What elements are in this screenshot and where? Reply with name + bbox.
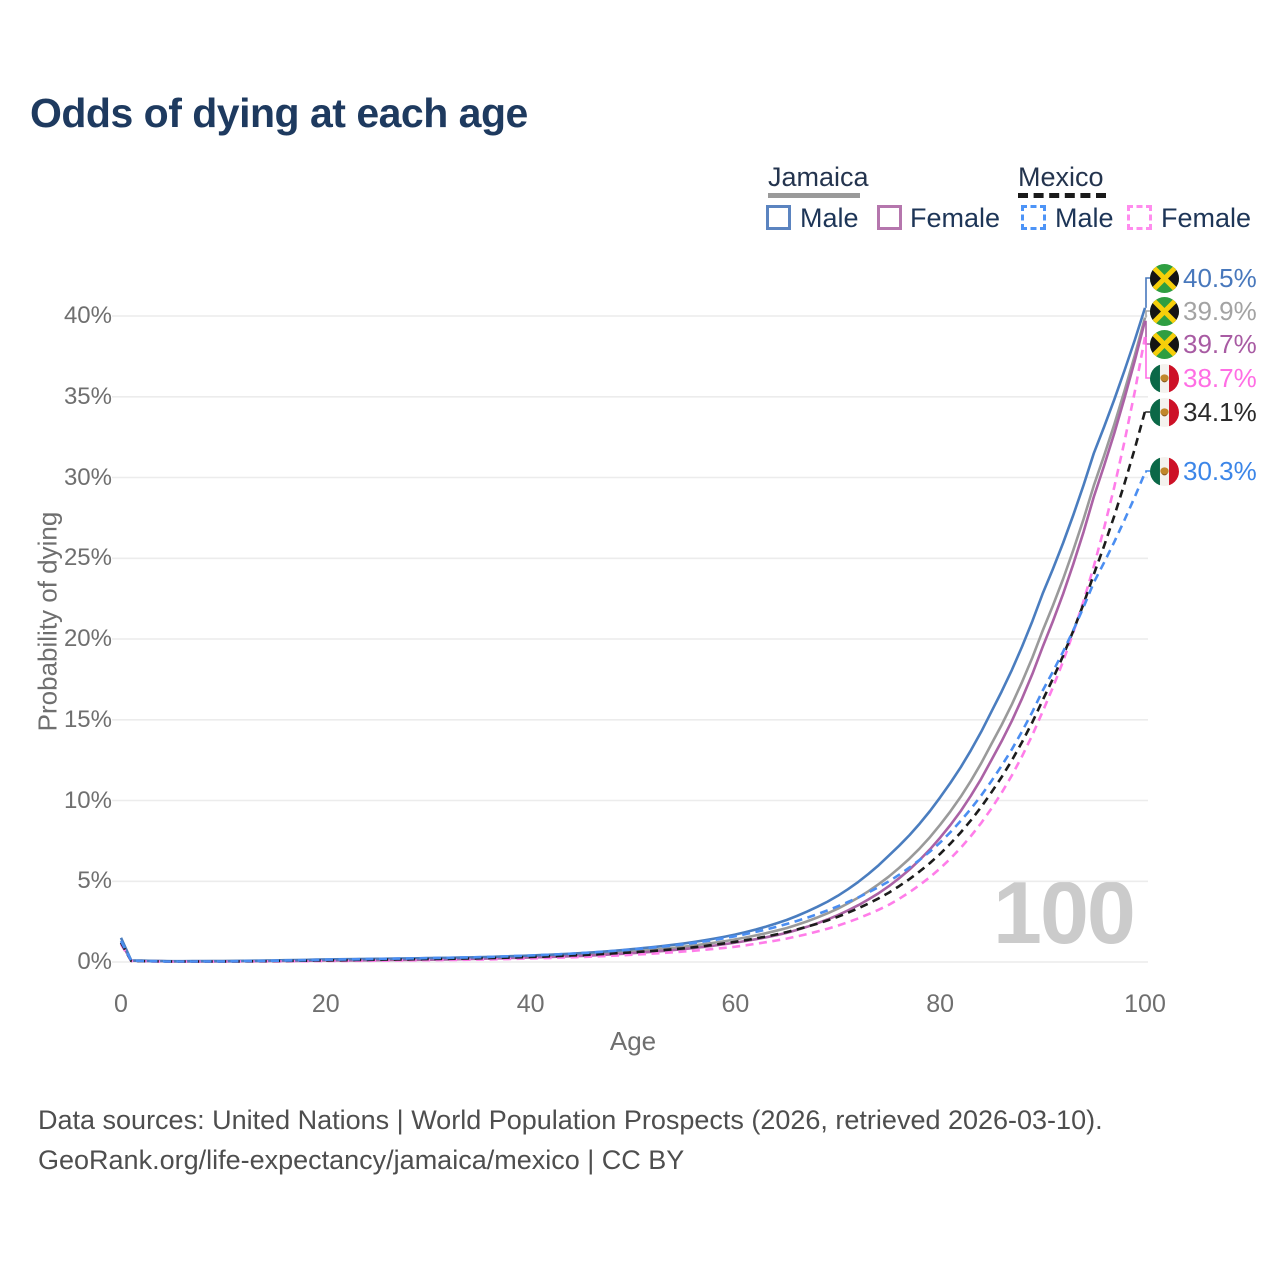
country-flag-icon bbox=[1150, 297, 1179, 326]
jamaica-female-swatch-icon bbox=[877, 205, 902, 230]
country-flag-icon bbox=[1150, 457, 1179, 486]
series-line-mexico-both bbox=[119, 410, 1147, 963]
mexico-female-label: Female bbox=[1161, 203, 1252, 233]
y-tick-label: 30% bbox=[63, 463, 112, 491]
y-tick-label: 35% bbox=[63, 382, 112, 410]
end-label-mexico-male: 30.3% bbox=[1150, 455, 1257, 487]
attribution-text: GeoRank.org/life-expectancy/jamaica/mexi… bbox=[38, 1145, 685, 1175]
jamaica-solid-line-swatch bbox=[768, 193, 860, 198]
end-label-jamaica-male: 40.5% bbox=[1150, 262, 1257, 294]
mexico-female-swatch-icon bbox=[1127, 205, 1152, 230]
x-axis-title: Age bbox=[609, 1026, 657, 1056]
y-tick-label: 40% bbox=[63, 302, 112, 329]
legend-country-jamaica: Jamaica bbox=[768, 162, 869, 192]
end-label-value: 40.5% bbox=[1183, 262, 1257, 293]
y-tick-label: 20% bbox=[63, 625, 112, 652]
legend-country-mexico: Mexico bbox=[1018, 162, 1104, 192]
x-tick-label: 100 bbox=[1124, 990, 1166, 1018]
country-flag-icon bbox=[1150, 398, 1179, 427]
data-source-text: Data sources: United Nations | World Pop… bbox=[38, 1105, 1103, 1135]
end-label-value: 34.1% bbox=[1183, 396, 1257, 427]
end-label-jamaica-both: 39.9% bbox=[1150, 295, 1257, 327]
page-title: Odds of dying at each age bbox=[30, 90, 528, 136]
end-label-value: 38.7% bbox=[1183, 362, 1257, 393]
x-tick-label: 60 bbox=[721, 990, 750, 1018]
end-label-value: 39.7% bbox=[1183, 328, 1257, 359]
y-tick-label: 15% bbox=[63, 705, 112, 733]
jamaica-male-swatch-icon bbox=[766, 205, 791, 230]
y-tick-label: 10% bbox=[63, 786, 112, 814]
series-line-jamaica-male bbox=[119, 307, 1147, 963]
series-line-mexico-male bbox=[119, 472, 1147, 963]
series-line-mexico-female bbox=[119, 336, 1147, 963]
jamaica-male-label: Male bbox=[800, 203, 859, 233]
mexico-dashed-line-swatch bbox=[1018, 193, 1106, 198]
end-label-mexico-female: 38.7% bbox=[1150, 362, 1257, 394]
end-label-value: 30.3% bbox=[1183, 455, 1257, 486]
y-tick-label: 25% bbox=[63, 544, 112, 572]
y-tick-label: 5% bbox=[77, 867, 112, 895]
x-tick-label: 20 bbox=[311, 990, 340, 1018]
x-tick-label: 0 bbox=[114, 990, 128, 1018]
end-label-jamaica-female: 39.7% bbox=[1150, 328, 1257, 360]
country-flag-icon bbox=[1150, 364, 1179, 393]
age-counter-watermark: 100 bbox=[993, 863, 1136, 962]
mexico-male-label: Male bbox=[1055, 203, 1114, 233]
series-line-jamaica-female bbox=[119, 320, 1147, 963]
end-label-value: 39.9% bbox=[1183, 295, 1257, 326]
end-label-mexico-both: 34.1% bbox=[1150, 396, 1257, 428]
country-flag-icon bbox=[1150, 330, 1179, 359]
x-tick-label: 80 bbox=[926, 990, 955, 1018]
y-tick-label: 0% bbox=[77, 948, 112, 975]
jamaica-female-label: Female bbox=[910, 203, 1001, 233]
mexico-male-swatch-icon bbox=[1021, 205, 1046, 230]
country-flag-icon bbox=[1150, 264, 1179, 293]
x-tick-label: 40 bbox=[516, 990, 545, 1018]
